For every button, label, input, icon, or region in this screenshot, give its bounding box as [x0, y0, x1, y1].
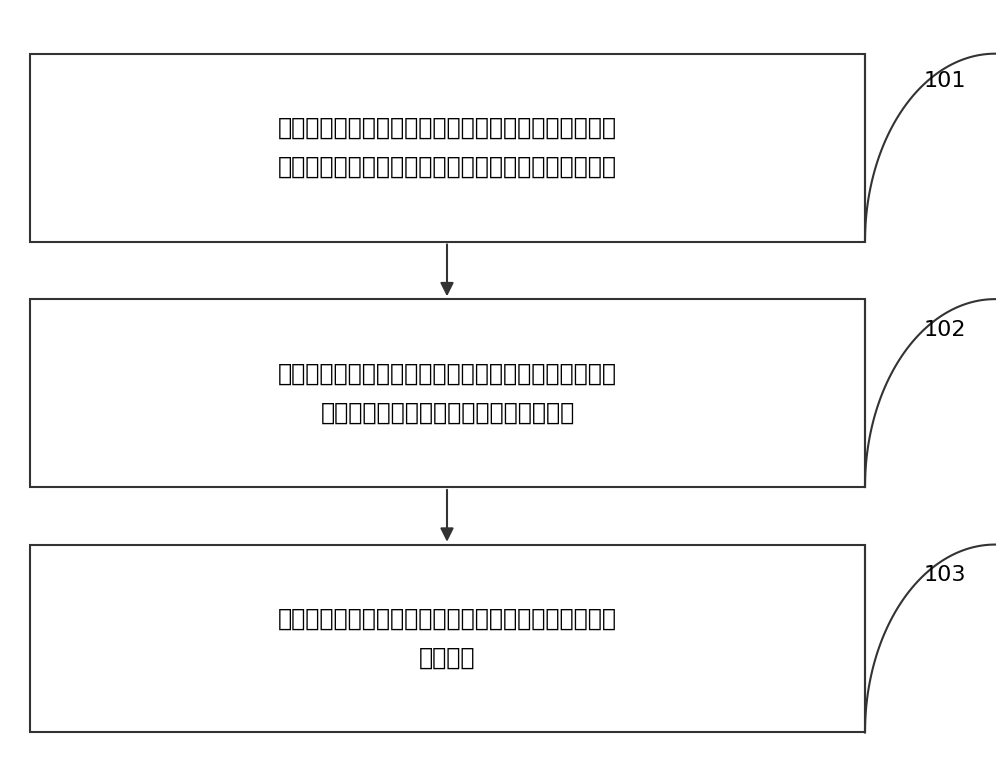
- Text: 102: 102: [924, 320, 966, 340]
- Bar: [30, 54, 865, 242]
- Text: 若否，则控制与所述待放行方向对应的第一交通灯处于
通行状态: 若否，则控制与所述待放行方向对应的第一交通灯处于 通行状态: [278, 607, 617, 670]
- Text: 101: 101: [924, 71, 966, 91]
- Bar: [30, 545, 865, 732]
- Text: 判断在所述待放行方向所在的道路中、通过所述第一路
口后预设的距离范围内，是否有拥堵车辆: 判断在所述待放行方向所在的道路中、通过所述第一路 口后预设的距离范围内，是否有拥…: [278, 361, 617, 425]
- Text: 根据第一路口各个方向车辆的状态信息，确定第一路口
当前待放行方向，所述状态信息包括待行驶车辆的数量: 根据第一路口各个方向车辆的状态信息，确定第一路口 当前待放行方向，所述状态信息包…: [278, 116, 617, 179]
- Bar: [30, 299, 865, 487]
- Text: 103: 103: [924, 565, 966, 585]
